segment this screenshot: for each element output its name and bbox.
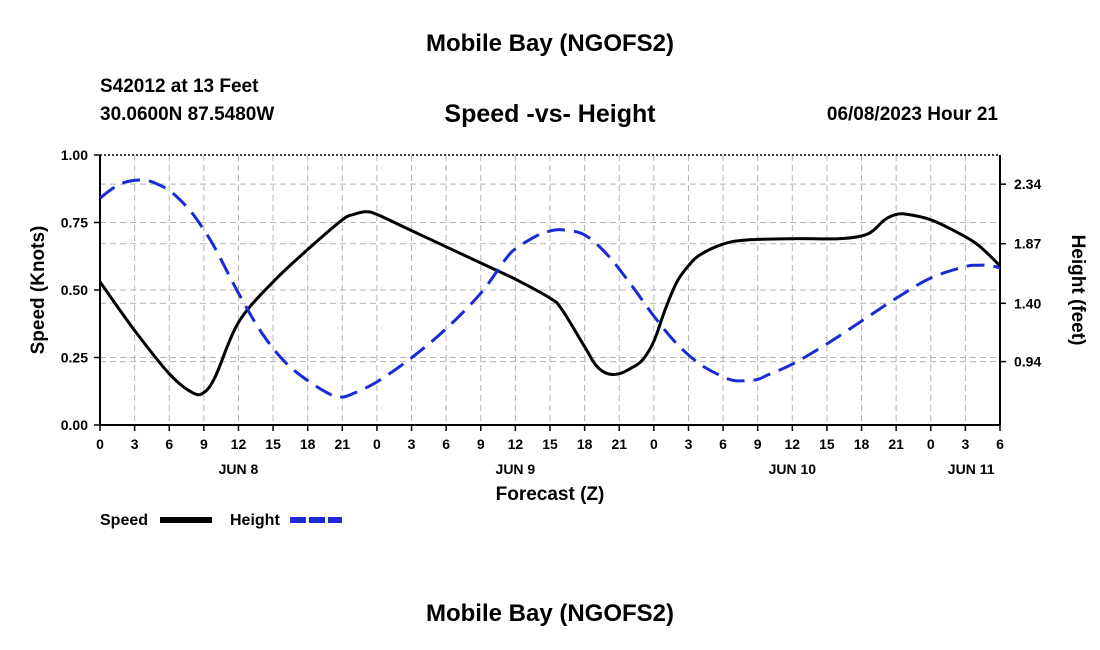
x-tick-label: 0 <box>373 436 381 452</box>
x-tick-label: 0 <box>96 436 104 452</box>
x-tick-label: 0 <box>650 436 658 452</box>
x-tick-label: 15 <box>542 436 558 452</box>
x-tick-label: 6 <box>719 436 727 452</box>
height-tick-label: 0.94 <box>1014 354 1041 370</box>
x-tick-label: 6 <box>442 436 450 452</box>
chart-main-title: Mobile Bay (NGOFS2) <box>425 30 675 57</box>
forecast-datetime: 06/08/2023 Hour 21 <box>826 104 998 125</box>
x-tick-label: 18 <box>854 436 870 452</box>
speed-tick-label: 0.25 <box>61 350 88 366</box>
x-tick-label: 12 <box>508 436 524 452</box>
x-axis-title: Forecast (Z) <box>496 484 605 505</box>
day-label: JUN 11 <box>948 461 995 477</box>
coordinates-label: 30.0600N 87.5480W <box>100 104 275 125</box>
speed-tick-label: 0.75 <box>61 215 88 231</box>
height-series-line <box>99 178 1001 399</box>
x-tick-label: 6 <box>165 436 173 452</box>
speed-series-line <box>98 210 1002 397</box>
x-tick-label: 9 <box>200 436 208 452</box>
x-tick-label: 3 <box>685 436 693 452</box>
day-label: JUN 8 <box>219 461 259 477</box>
x-tick-label: 3 <box>131 436 139 452</box>
chart-subtitle: Speed -vs- Height <box>444 100 656 128</box>
speed-tick-label: 1.00 <box>61 147 88 163</box>
height-tick-label: 1.40 <box>1014 295 1041 311</box>
height-tick-label: 2.34 <box>1014 176 1041 192</box>
x-tick-label: 21 <box>611 436 627 452</box>
day-label: JUN 9 <box>496 461 536 477</box>
x-tick-label: 18 <box>300 436 316 452</box>
speed-tick-label: 0.00 <box>61 417 88 433</box>
day-label: JUN 10 <box>769 461 817 477</box>
speed-tick-label: 0.50 <box>61 282 88 298</box>
x-tick-label: 3 <box>961 436 969 452</box>
x-tick-label: 9 <box>754 436 762 452</box>
legend-height-label: Height <box>230 512 280 529</box>
x-tick-label: 18 <box>577 436 593 452</box>
speed-axis-title: Speed (Knots) <box>28 226 49 355</box>
x-tick-label: 15 <box>265 436 281 452</box>
x-tick-label: 9 <box>477 436 485 452</box>
x-tick-label: 15 <box>819 436 835 452</box>
height-axis-title: Height (feet) <box>1067 235 1088 346</box>
station-label: S42012 at 13 Feet <box>100 76 259 97</box>
x-tick-label: 6 <box>996 436 1004 452</box>
x-tick-label: 21 <box>888 436 904 452</box>
bottom-main-title: Mobile Bay (NGOFS2) <box>425 600 675 627</box>
x-tick-label: 3 <box>408 436 416 452</box>
grid-lines <box>100 155 1000 425</box>
height-tick-label: 1.87 <box>1014 236 1041 252</box>
x-tick-label: 0 <box>927 436 935 452</box>
x-tick-label: 12 <box>785 436 801 452</box>
legend-speed-label: Speed <box>100 512 148 529</box>
x-tick-label: 12 <box>231 436 247 452</box>
x-tick-label: 21 <box>335 436 351 452</box>
